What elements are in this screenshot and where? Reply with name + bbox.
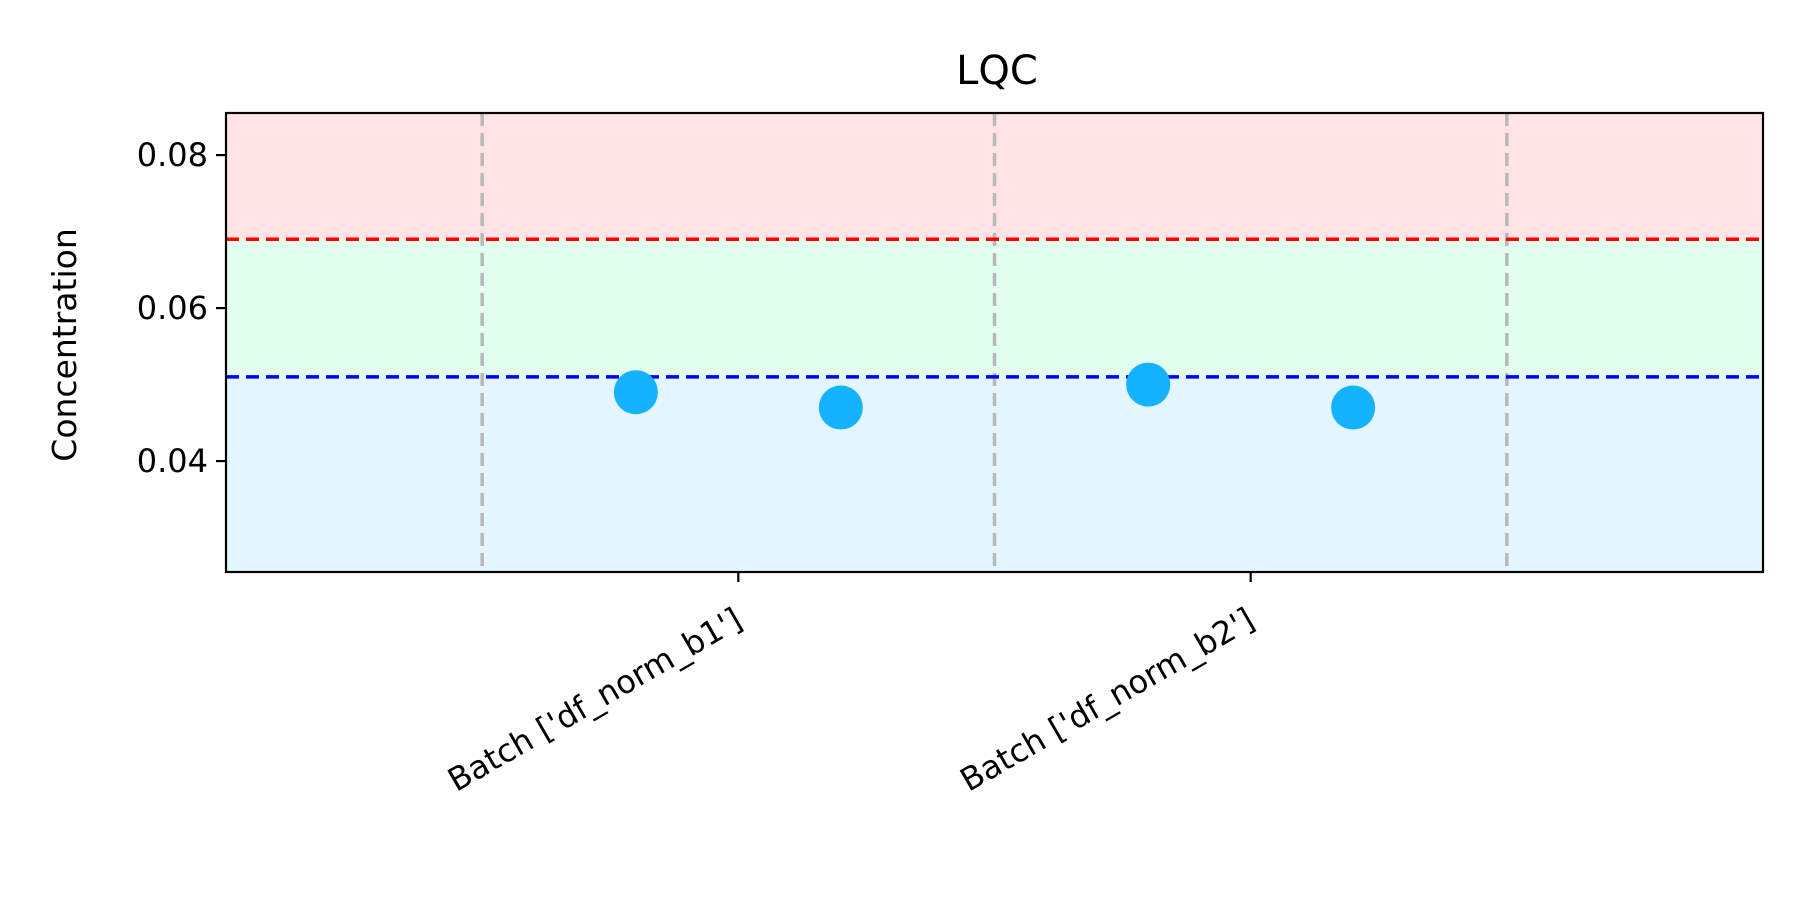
batch-divider-lines	[480, 113, 1509, 572]
data-point-0-3	[1331, 385, 1376, 430]
y-axis-ticks: 0.04 0.06 0.08	[137, 136, 226, 480]
data-point-0-0	[613, 370, 658, 415]
reference-lines	[226, 237, 1763, 379]
chart-title: LQC	[956, 48, 1038, 94]
y-axis-label: Concentration	[45, 228, 84, 461]
y-tick-label-0: 0.04	[137, 442, 208, 480]
data-point-0-2	[1126, 362, 1171, 407]
plot-frame	[224, 111, 1765, 574]
data-point-0-1	[818, 385, 863, 430]
data-points	[613, 362, 1376, 430]
y-tick-label-1: 0.06	[137, 289, 208, 327]
y-tick-label-2: 0.08	[137, 136, 208, 174]
